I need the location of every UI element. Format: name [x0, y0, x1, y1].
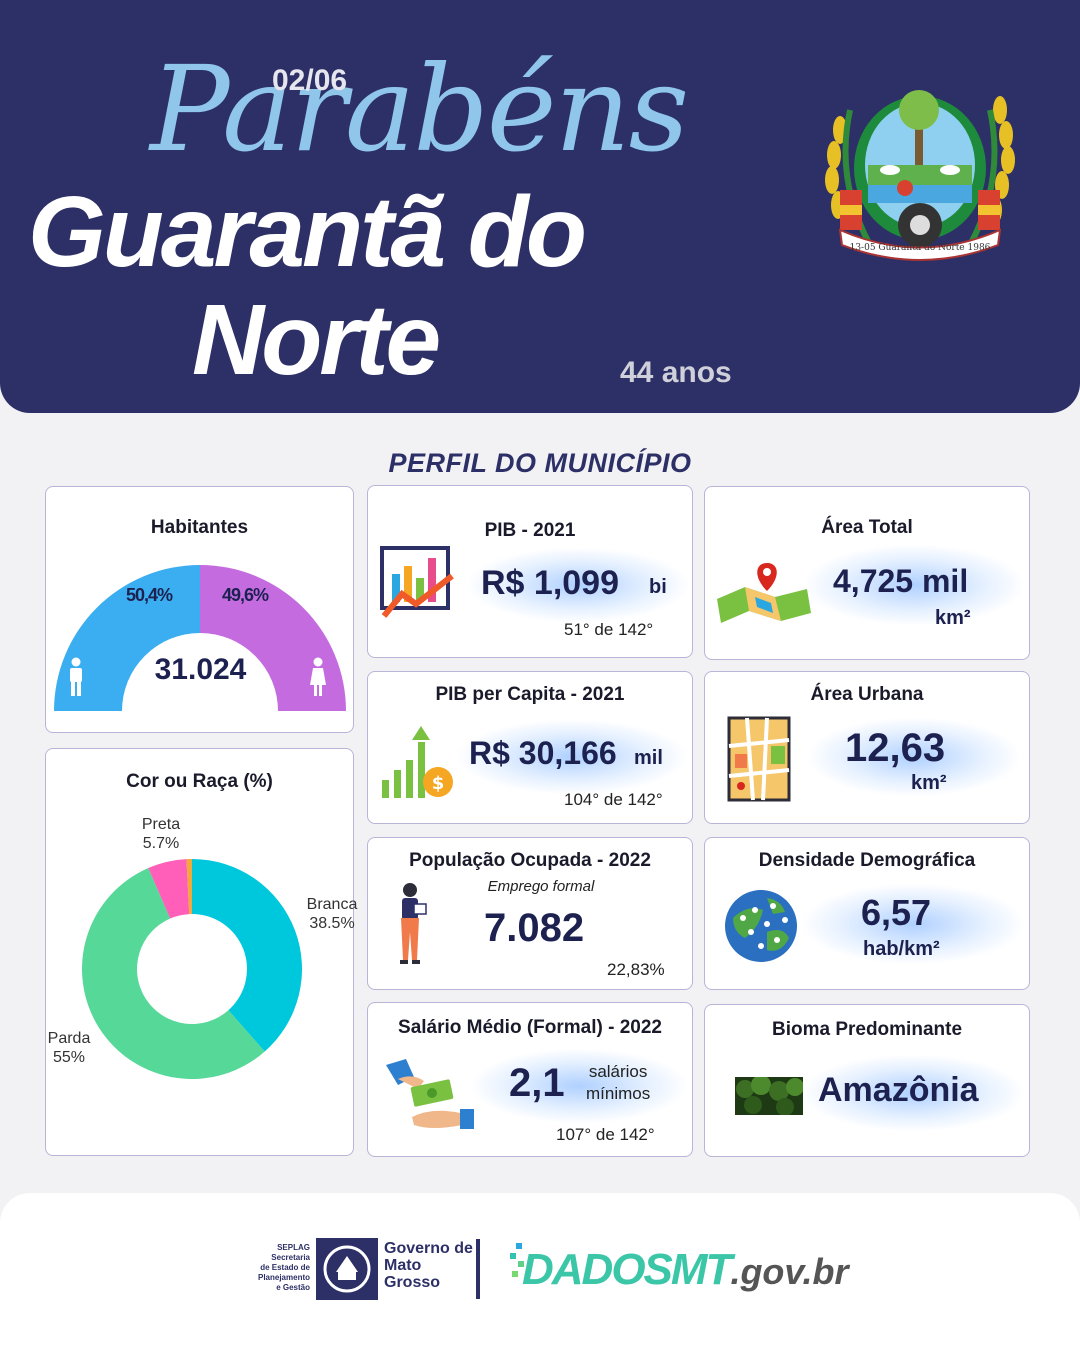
city-coat-of-arms-icon: 13-05 Guarantã do Norte 1986 [825, 90, 1015, 261]
card-title: PIB - 2021 [484, 520, 576, 541]
card-title: Bioma Predominante [771, 1019, 963, 1040]
donut-slice-outros [186, 859, 192, 915]
card-populacao-ocupada: População Ocupada - 2022 Emprego formal … [367, 837, 693, 990]
seplag-text: SEPLAG Secretaria de Estado de Planejame… [257, 1243, 310, 1292]
densidade-value: 6,57 [861, 892, 932, 933]
anniversary-date: 02/06 [272, 64, 348, 97]
city-name-line1: Guarantã do [28, 176, 587, 288]
card-subtitle: Emprego formal [487, 878, 595, 895]
card-habitantes: Habitantes 50,4% 49,6% 31.024 [45, 486, 354, 733]
area-total-unit: km² [935, 607, 971, 629]
card-title: Área Total [821, 517, 913, 538]
mato-grosso-seal-icon [316, 1238, 378, 1300]
gender-gauge [54, 565, 346, 711]
race-donut-chart [81, 859, 302, 1079]
card-densidade: Densidade Demográfica 6,57 hab/km² [704, 837, 1030, 990]
pib-unit: bi [649, 576, 667, 598]
area-urbana-unit: km² [911, 772, 947, 794]
label-preta: Preta 5.7% [141, 816, 181, 853]
donut-slice-branca [192, 859, 302, 1052]
worker-person-icon [400, 883, 427, 964]
populacao-percentage: 22,83% [607, 960, 665, 979]
card-pib: PIB - 2021 R$ 1,099 bi 51° de 142° [367, 485, 693, 658]
bar-chart-growth-icon [380, 546, 454, 618]
area-total-value: 4,725 mil [833, 563, 969, 599]
city-name-line2: Norte [192, 284, 441, 396]
salario-value: 2,1 [509, 1061, 565, 1105]
populacao-value: 7.082 [484, 906, 585, 950]
female-arc [200, 565, 346, 711]
bioma-value: Amazônia [818, 1071, 979, 1109]
forest-icon [735, 1077, 803, 1115]
dados-mt-logo-icon [510, 1243, 524, 1277]
card-area-urbana: Área Urbana 12,63 km² [704, 671, 1030, 824]
card-title: Cor ou Raça (%) [126, 771, 273, 792]
coin-growth-icon: $ [382, 726, 453, 798]
card-pib-capita: PIB per Capita - 2021 $ R$ 30,166 mil 10… [367, 671, 693, 824]
card-bioma: Bioma Predominante Amazônia [704, 1004, 1030, 1157]
card-title: População Ocupada - 2022 [409, 850, 651, 871]
greeting-script: Parabéns [150, 40, 689, 178]
card-title: PIB per Capita - 2021 [435, 684, 625, 705]
pib-capita-value: R$ 30,166 [469, 735, 617, 771]
globe-people-icon [725, 890, 797, 962]
city-map-icon [727, 716, 791, 802]
footer: SEPLAG Secretaria de Estado de Planejame… [0, 1193, 1080, 1350]
donut-slice-preta [148, 859, 190, 919]
dados-mt-logo: DADOSMT.gov.br [522, 1245, 849, 1294]
card-title: Salário Médio (Formal) - 2022 [398, 1017, 662, 1038]
pib-rank: 51° de 142° [564, 620, 654, 639]
population-total: 31.024 [154, 653, 247, 686]
card-title: Densidade Demográfica [758, 850, 976, 871]
card-title: Habitantes [150, 517, 249, 538]
card-salario-medio: Salário Médio (Formal) - 2022 2,1 salári… [367, 1002, 693, 1157]
svg-text:13-05 Guarantã do Norte 1986: 13-05 Guarantã do Norte 1986 [850, 242, 991, 253]
card-area-total: Área Total 4,725 mil km² [704, 486, 1030, 660]
map-pin-icon [717, 563, 811, 623]
header-banner: Parabéns 02/06 Guarantã do Norte 44 anos [0, 0, 1080, 413]
label-branca: Branca 38.5% [306, 896, 358, 933]
card-cor-raca: Cor ou Raça (%) Preta 5.7% Branca 38.5% Pa… [45, 748, 357, 1156]
salario-rank: 107° de 142° [556, 1125, 655, 1144]
salario-unit: salários mínimos [586, 1062, 651, 1104]
footer-divider [476, 1239, 480, 1299]
city-age: 44 anos [620, 356, 732, 389]
label-parda: Parda 55% [47, 1030, 91, 1067]
svg-text:$: $ [432, 773, 445, 794]
male-percentage: 50,4% [126, 585, 173, 605]
pib-value: R$ 1,099 [481, 564, 619, 602]
donut-slice-parda [81, 868, 265, 1079]
female-percentage: 49,6% [222, 585, 269, 605]
densidade-unit: hab/km² [863, 938, 940, 960]
male-icon [70, 657, 82, 696]
male-arc [54, 565, 200, 711]
pib-capita-rank: 104° de 142° [564, 790, 663, 809]
card-title: Área Urbana [810, 684, 924, 705]
area-urbana-value: 12,63 [845, 726, 946, 770]
female-icon [310, 657, 326, 696]
governo-mt-text: Governo de Mato Grosso [384, 1240, 473, 1291]
pib-capita-unit: mil [634, 747, 663, 769]
money-hand-icon [386, 1059, 474, 1129]
section-title: PERFIL DO MUNICÍPIO [388, 448, 692, 478]
